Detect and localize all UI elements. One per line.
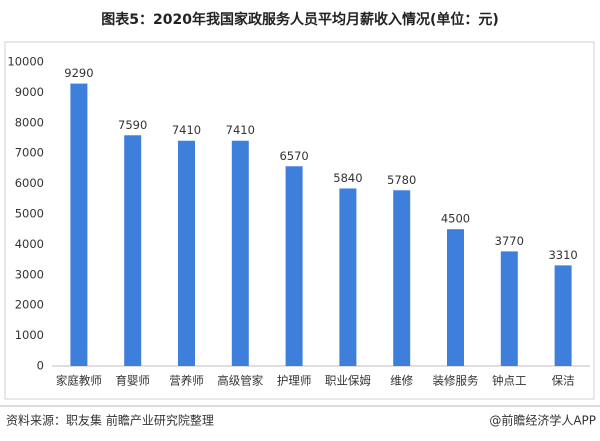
source: 资料来源：职友集 前瞻产业研究院整理 [6, 413, 214, 428]
bar [393, 190, 411, 366]
value-label: 3310 [548, 248, 577, 262]
x-tick-label: 营养师 [169, 374, 204, 388]
value-label: 3770 [495, 234, 524, 248]
value-label: 9290 [64, 66, 93, 80]
y-tick-label: 8000 [15, 115, 44, 129]
y-tick-label: 1000 [15, 328, 44, 342]
x-tick-label: 钟点工 [492, 374, 527, 388]
value-label: 6570 [279, 149, 308, 163]
y-tick-label: 4000 [15, 237, 44, 251]
x-tick-label: 职业保姆 [325, 374, 371, 388]
x-tick-label: 保洁 [552, 374, 575, 388]
bar [231, 140, 249, 366]
value-label: 7410 [172, 123, 201, 137]
value-label: 4500 [441, 212, 470, 226]
value-label: 7590 [118, 118, 147, 132]
x-tick-label: 维修 [390, 374, 413, 388]
y-tick-label: 5000 [15, 207, 44, 221]
chart-border [4, 41, 595, 400]
chart-title: 图表5：2020年我国家政服务人员平均月薪收入情况(单位：元) [101, 11, 499, 28]
brand: @前瞻经济学人APP [489, 413, 596, 428]
x-tick-label: 育婴师 [115, 374, 150, 388]
bar [554, 265, 572, 366]
x-tick-label: 高级管家 [217, 374, 263, 388]
x-tick-label: 护理师 [277, 374, 312, 388]
x-tick-label: 家庭教师 [56, 374, 102, 388]
x-tick-label: 装修服务 [433, 374, 479, 388]
bar [70, 83, 88, 367]
bar [178, 140, 195, 366]
value-label: 5840 [333, 171, 362, 185]
y-tick-label: 7000 [15, 146, 44, 160]
bar [124, 135, 142, 366]
bar [447, 229, 464, 366]
bar [500, 251, 518, 366]
y-tick-label: 0 [37, 359, 44, 373]
bar [339, 188, 357, 366]
bar [285, 166, 303, 366]
y-tick-label: 2000 [15, 298, 44, 312]
value-label: 7410 [226, 123, 255, 137]
y-tick-label: 3000 [15, 267, 44, 281]
y-tick-label: 6000 [15, 176, 44, 190]
y-tick-label: 9000 [15, 85, 44, 99]
value-label: 5780 [387, 173, 416, 187]
y-tick-label: 10000 [7, 55, 44, 69]
